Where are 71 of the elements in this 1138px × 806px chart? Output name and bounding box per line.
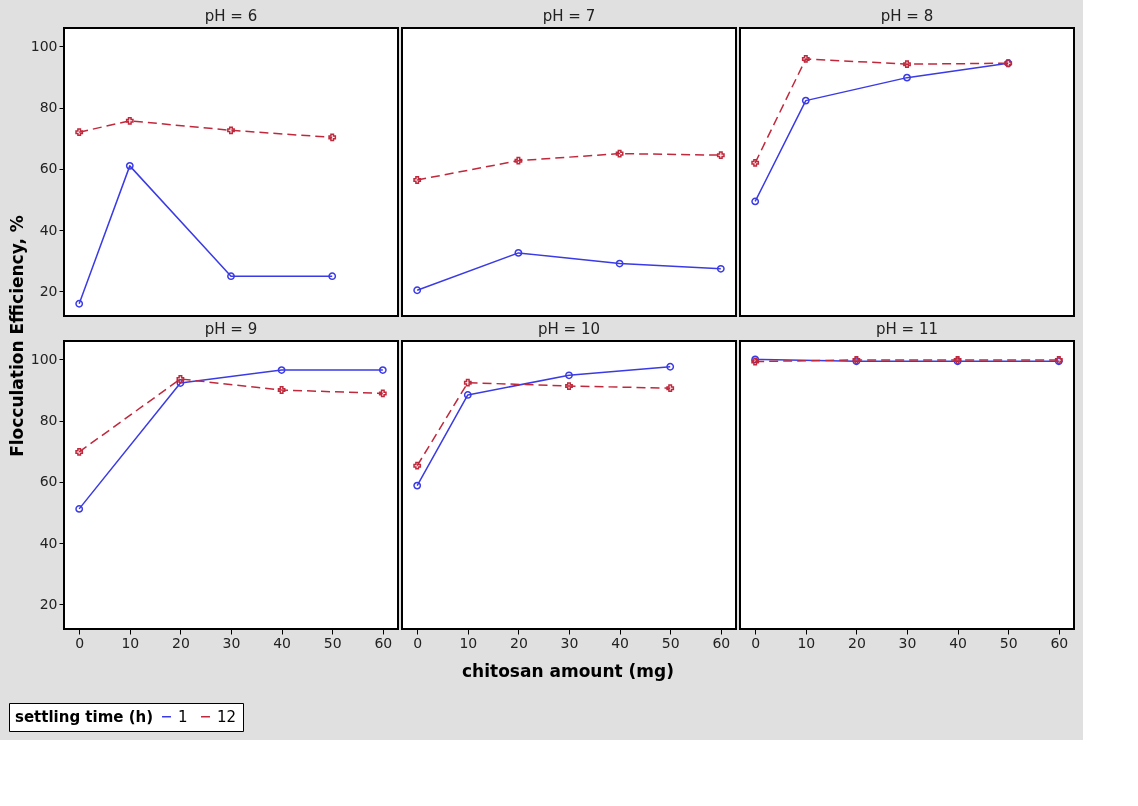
x-tick-label: 0	[75, 634, 85, 651]
point	[176, 375, 185, 383]
y-tick-label: 100	[30, 37, 58, 54]
x-tick-label: 20	[509, 634, 528, 651]
legend-label: 1	[178, 707, 188, 726]
legend-label: 12	[217, 707, 237, 726]
point	[565, 382, 573, 390]
point	[328, 133, 337, 142]
point	[903, 60, 911, 69]
point	[565, 371, 573, 380]
y-tick-label: 60	[39, 473, 58, 490]
y-axis-title: Flocculation Efficiency, %	[7, 215, 27, 457]
point	[378, 389, 387, 398]
point	[125, 116, 134, 125]
point	[176, 379, 185, 387]
point	[615, 149, 624, 158]
y-tick-label: 100	[30, 350, 58, 367]
point	[277, 386, 286, 394]
point	[514, 156, 523, 165]
chart-title: pH = 6	[204, 7, 258, 25]
x-tick-label: 0	[751, 634, 761, 651]
x-tick-label: 30	[222, 634, 241, 651]
point	[277, 366, 286, 375]
y-tick-label: 80	[39, 99, 58, 116]
x-tick-label: 10	[121, 634, 140, 651]
x-tick-label: 40	[273, 634, 292, 651]
chart-title: pH = 10	[538, 320, 600, 338]
x-tick-label: 20	[847, 634, 866, 651]
point	[227, 272, 235, 281]
point	[463, 378, 472, 387]
point	[125, 161, 134, 170]
x-tick-label: 60	[712, 634, 731, 651]
x-tick-label: 50	[323, 634, 342, 651]
y-tick-label: 80	[39, 412, 58, 429]
point	[666, 384, 675, 393]
y-tick-label: 40	[39, 534, 58, 551]
x-tick-label: 10	[797, 634, 816, 651]
x-tick-label: 10	[459, 634, 478, 651]
y-tick-label: 20	[39, 595, 58, 612]
x-tick-label: 50	[999, 634, 1018, 651]
point	[801, 96, 810, 105]
x-tick-label: 40	[949, 634, 968, 651]
point	[801, 55, 810, 63]
x-tick-label: 30	[560, 634, 579, 651]
x-axis-title: chitosan amount (mg)	[462, 661, 674, 681]
chart-title: pH = 8	[880, 7, 934, 25]
x-tick-label: 20	[171, 634, 190, 651]
x-tick-label: 0	[413, 634, 423, 651]
chart-title: pH = 7	[542, 7, 596, 25]
point	[514, 248, 523, 257]
legend-title: settling time (h)	[15, 708, 154, 726]
x-tick-label: 30	[898, 634, 917, 651]
x-tick-label: 50	[661, 634, 680, 651]
point	[75, 128, 84, 137]
point	[615, 259, 624, 268]
point	[413, 461, 422, 470]
point	[413, 176, 422, 184]
point	[751, 158, 760, 167]
point	[75, 448, 84, 456]
x-tick-label: 40	[611, 634, 630, 651]
y-tick-label: 60	[39, 160, 58, 177]
y-tick-label: 40	[39, 221, 58, 238]
x-tick-label: 60	[374, 634, 393, 651]
point	[716, 151, 725, 160]
chart-title: pH = 11	[876, 320, 938, 338]
x-tick-label: 60	[1050, 634, 1069, 651]
chart-title: pH = 9	[204, 320, 258, 338]
point	[463, 391, 472, 399]
point	[903, 73, 911, 82]
point	[227, 126, 235, 135]
y-tick-label: 20	[39, 282, 58, 299]
